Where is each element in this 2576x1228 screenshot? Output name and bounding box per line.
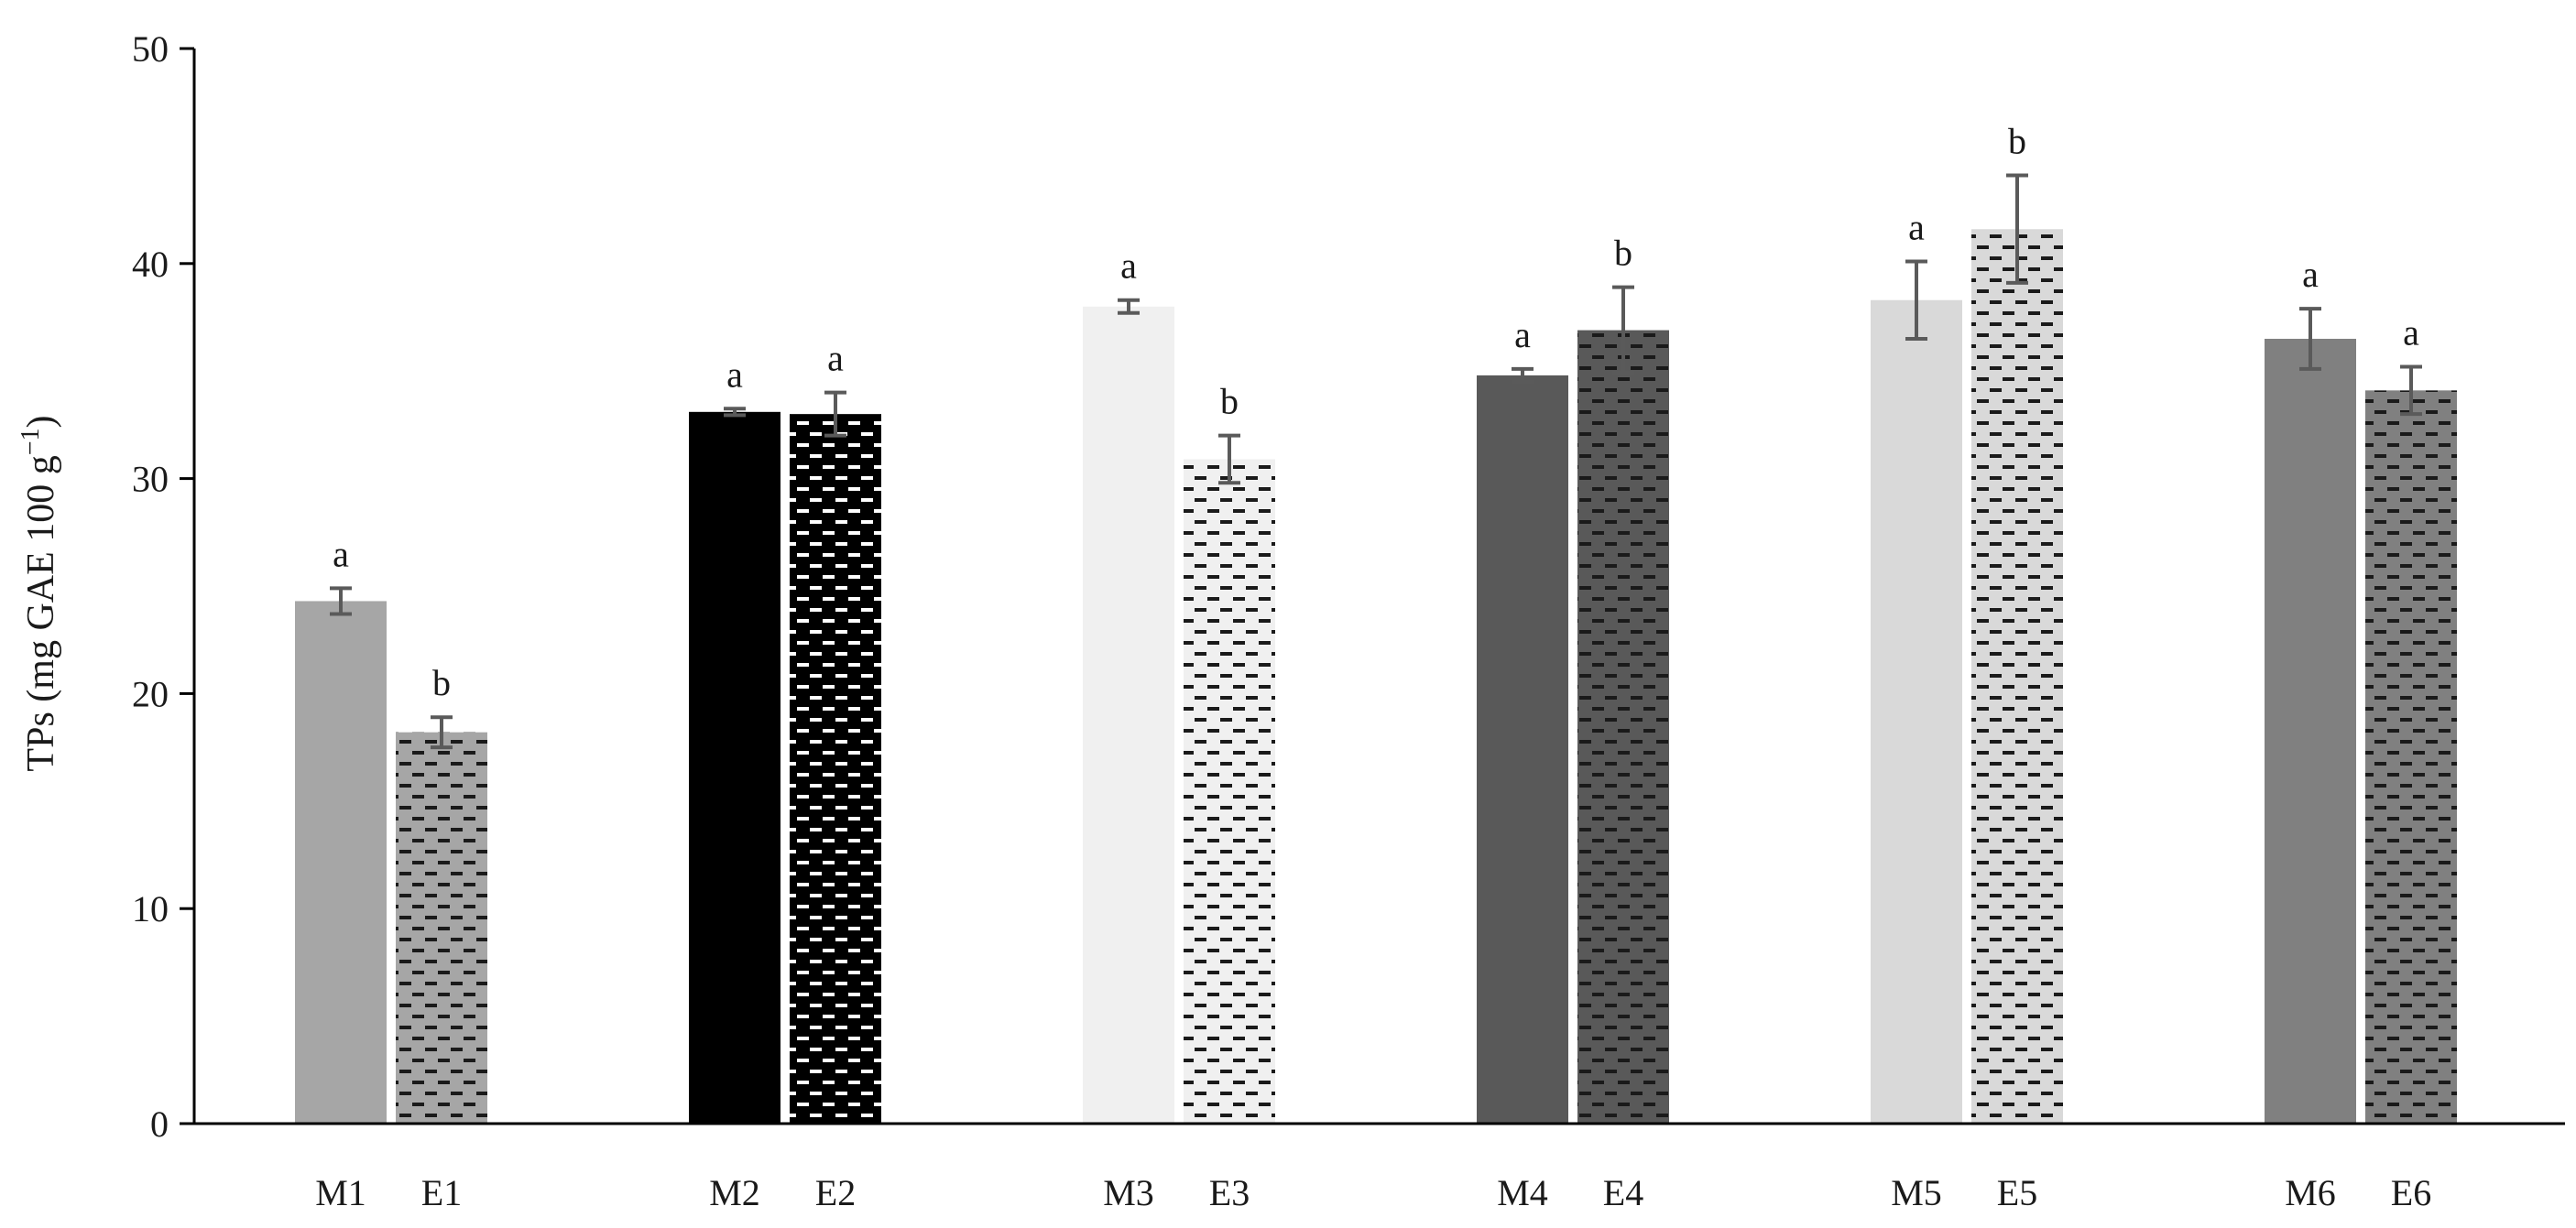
category-label-m3: M3 bbox=[1103, 1172, 1154, 1213]
significance-letters-layer: a b a a a b a b a b a a bbox=[333, 121, 2419, 704]
y-tick-label: 40 bbox=[132, 244, 169, 285]
significance-letter-m3: a bbox=[1120, 245, 1137, 287]
bar-m5 bbox=[1871, 299, 1962, 1124]
category-label-e3: E3 bbox=[1209, 1172, 1250, 1213]
bar-m4 bbox=[1477, 375, 1568, 1124]
category-label-e2: E2 bbox=[815, 1172, 856, 1213]
significance-letter-e2: a bbox=[827, 338, 844, 379]
significance-letter-e1: b bbox=[432, 662, 451, 703]
bar-m3 bbox=[1083, 306, 1174, 1124]
significance-letter-e4: b bbox=[1614, 233, 1632, 274]
significance-letter-m5: a bbox=[1908, 206, 1925, 247]
y-axis-title-main: TPs (mg GAE 100 g bbox=[20, 455, 62, 771]
significance-letter-e6: a bbox=[2403, 312, 2419, 353]
bars-layer bbox=[295, 229, 2457, 1125]
significance-letter-m6: a bbox=[2302, 254, 2319, 295]
y-axis-title: TPs (mg GAE 100 g−1) bbox=[16, 415, 62, 771]
category-label-e6: E6 bbox=[2391, 1172, 2431, 1213]
bar-e1 bbox=[396, 732, 487, 1124]
significance-letter-m1: a bbox=[333, 533, 349, 574]
y-tick-label: 10 bbox=[132, 888, 169, 929]
error-bars-layer bbox=[330, 173, 2422, 750]
y-tick-label: 20 bbox=[132, 673, 169, 714]
bar-m2 bbox=[689, 411, 780, 1124]
y-ticks-layer: 0 10 20 30 40 50 bbox=[132, 28, 194, 1145]
significance-letter-m4: a bbox=[1514, 314, 1531, 355]
category-label-m4: M4 bbox=[1497, 1172, 1548, 1213]
category-label-m6: M6 bbox=[2285, 1172, 2336, 1213]
bar-m6 bbox=[2265, 338, 2356, 1125]
category-label-e4: E4 bbox=[1603, 1172, 1643, 1213]
bar-e3 bbox=[1184, 459, 1275, 1124]
y-tick-label: 0 bbox=[150, 1103, 169, 1145]
y-axis-title-superscript: −1 bbox=[16, 428, 45, 455]
bar-m1 bbox=[295, 601, 387, 1124]
category-label-m1: M1 bbox=[315, 1172, 366, 1213]
significance-letter-e5: b bbox=[2008, 121, 2026, 162]
bar-e5 bbox=[1971, 229, 2063, 1124]
y-tick-label: 30 bbox=[132, 459, 169, 500]
y-tick-label: 50 bbox=[132, 28, 169, 70]
significance-letter-m2: a bbox=[726, 353, 743, 395]
bar-e4 bbox=[1577, 330, 1669, 1124]
significance-letter-e3: b bbox=[1220, 381, 1239, 422]
category-label-m5: M5 bbox=[1891, 1172, 1942, 1213]
x-labels-layer: M1 E1 M2 E2 M3 E3 M4 E4 M5 E5 M6 E6 bbox=[315, 1172, 2431, 1213]
category-label-m2: M2 bbox=[709, 1172, 760, 1213]
bar-e6 bbox=[2365, 390, 2457, 1124]
category-label-e5: E5 bbox=[1997, 1172, 2037, 1213]
axes-layer bbox=[192, 49, 2565, 1125]
y-axis-title-close: ) bbox=[20, 415, 62, 428]
bar-e2 bbox=[790, 414, 881, 1124]
category-label-e1: E1 bbox=[421, 1172, 462, 1213]
